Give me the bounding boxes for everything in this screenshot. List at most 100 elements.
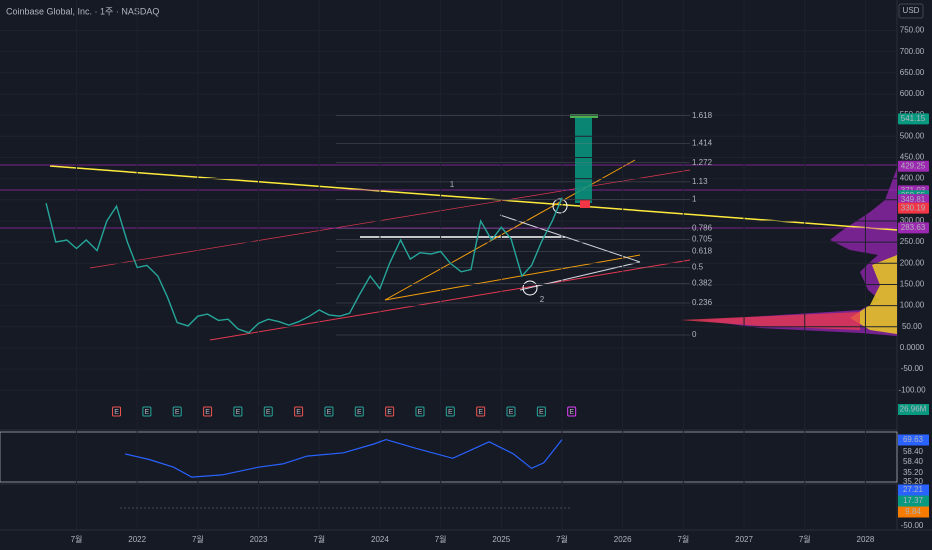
- x-tick-label: 2025: [492, 535, 510, 544]
- macd-axis-label: -50.00: [901, 521, 924, 530]
- triangle-line: [519, 261, 641, 291]
- price-tag-label: 429.25: [901, 161, 926, 170]
- price-tag: [898, 113, 929, 125]
- x-tick-label: 7월: [435, 534, 447, 544]
- rsi-label: 58.40: [903, 457, 924, 466]
- rsi-label: 35.20: [903, 468, 924, 477]
- fib-label: 0.236: [692, 298, 713, 307]
- earnings-badge: [112, 406, 122, 417]
- price-tag-label: 541.15: [901, 114, 926, 123]
- earnings-badge: [172, 406, 182, 417]
- y-tick-label: 200.00: [900, 258, 925, 267]
- price-tag-label: 283.63: [901, 223, 926, 232]
- price-tag-label: 330.19: [901, 203, 926, 212]
- x-tick-label: 2023: [250, 535, 268, 544]
- channel-line: [384, 159, 636, 301]
- trend-line: [49, 165, 898, 231]
- rsi-band: [0, 431, 898, 483]
- volume-profile: [680, 312, 860, 330]
- fib-label: 0: [692, 330, 697, 339]
- earnings-badge: [233, 406, 243, 417]
- fib-label: 0.705: [692, 235, 713, 244]
- x-tick-label: 7월: [677, 534, 689, 544]
- rsi-label: 58.40: [903, 447, 924, 456]
- x-tick-label: 7월: [799, 534, 811, 544]
- fib-label: 1.414: [692, 139, 713, 148]
- price-tag: [898, 222, 929, 234]
- wave-label: 2: [540, 295, 545, 304]
- earnings-marker: E: [145, 409, 150, 416]
- earnings-marker: E: [114, 409, 119, 416]
- macd-label: 9.84: [905, 507, 921, 516]
- earnings-marker: E: [509, 409, 514, 416]
- triangle-line: [499, 214, 641, 263]
- y-tick-label: 0.0000: [900, 343, 925, 352]
- earnings-marker: E: [266, 409, 271, 416]
- y-tick-label: -100.00: [898, 385, 926, 394]
- earnings-badge: [385, 406, 395, 417]
- fib-label: 1.618: [692, 111, 713, 120]
- y-tick-label: 150.00: [900, 280, 925, 289]
- fib-label: 1.13: [692, 177, 708, 186]
- earnings-badge: [506, 406, 516, 417]
- earnings-marker: E: [296, 409, 301, 416]
- currency-button[interactable]: [898, 3, 924, 19]
- rsi-line: [124, 438, 563, 478]
- earnings-marker: E: [569, 409, 574, 416]
- earnings-marker: E: [539, 409, 544, 416]
- y-tick-label: 100.00: [900, 301, 925, 310]
- macd-tag: [898, 506, 929, 518]
- currency[interactable]: USD: [903, 6, 920, 15]
- volume-tag: [898, 404, 929, 415]
- rsi-tag: [898, 434, 929, 446]
- wave-circle: [522, 280, 538, 296]
- fib-label: 1: [692, 195, 697, 204]
- macd-label: 17.37: [903, 496, 924, 505]
- earnings-marker: E: [418, 409, 423, 416]
- price-tag: [898, 202, 929, 214]
- earnings-badge: [263, 406, 273, 417]
- x-tick-label: 7월: [556, 534, 568, 544]
- stop-box: [580, 200, 590, 208]
- earnings-marker: E: [175, 409, 180, 416]
- volume-profile: [850, 255, 897, 334]
- fib-label: 1.272: [692, 158, 713, 167]
- earnings-badge: [354, 406, 364, 417]
- y-tick-label: 750.00: [900, 26, 925, 35]
- y-tick-label: 300.00: [900, 216, 925, 225]
- channel-line: [384, 254, 641, 301]
- earnings-badge: [476, 406, 486, 417]
- earnings-marker: E: [327, 409, 332, 416]
- wave-label: 1: [450, 180, 455, 189]
- earnings-badge: [324, 406, 334, 417]
- macd-tag: [898, 484, 929, 496]
- y-tick-label: 450.00: [900, 153, 925, 162]
- earnings-marker: E: [478, 409, 483, 416]
- price-tag: [898, 194, 929, 206]
- y-tick-label: 600.00: [900, 89, 925, 98]
- x-tick-label: 2024: [371, 535, 389, 544]
- earnings-badge: [536, 406, 546, 417]
- earnings-marker: E: [357, 409, 362, 416]
- earnings-badge: [203, 406, 213, 417]
- x-tick-label: 2028: [857, 535, 875, 544]
- price-tag-label: 349.81: [901, 195, 926, 204]
- x-tick-label: 7월: [192, 534, 204, 544]
- y-tick-label: 400.00: [900, 174, 925, 183]
- price-line: [45, 197, 563, 334]
- price-tag: [898, 160, 929, 172]
- earnings-marker: E: [205, 409, 210, 416]
- earnings-badge: [445, 406, 455, 417]
- y-tick-label: 700.00: [900, 47, 925, 56]
- x-tick-label: 2027: [735, 535, 753, 544]
- y-tick-label: 500.00: [900, 131, 925, 140]
- earnings-badge: [294, 406, 304, 417]
- earnings-badge: [415, 406, 425, 417]
- macd-tag: [898, 495, 929, 507]
- projection-box: [575, 117, 592, 203]
- earnings-badge: [142, 406, 152, 417]
- fib-label: 0.618: [692, 246, 713, 255]
